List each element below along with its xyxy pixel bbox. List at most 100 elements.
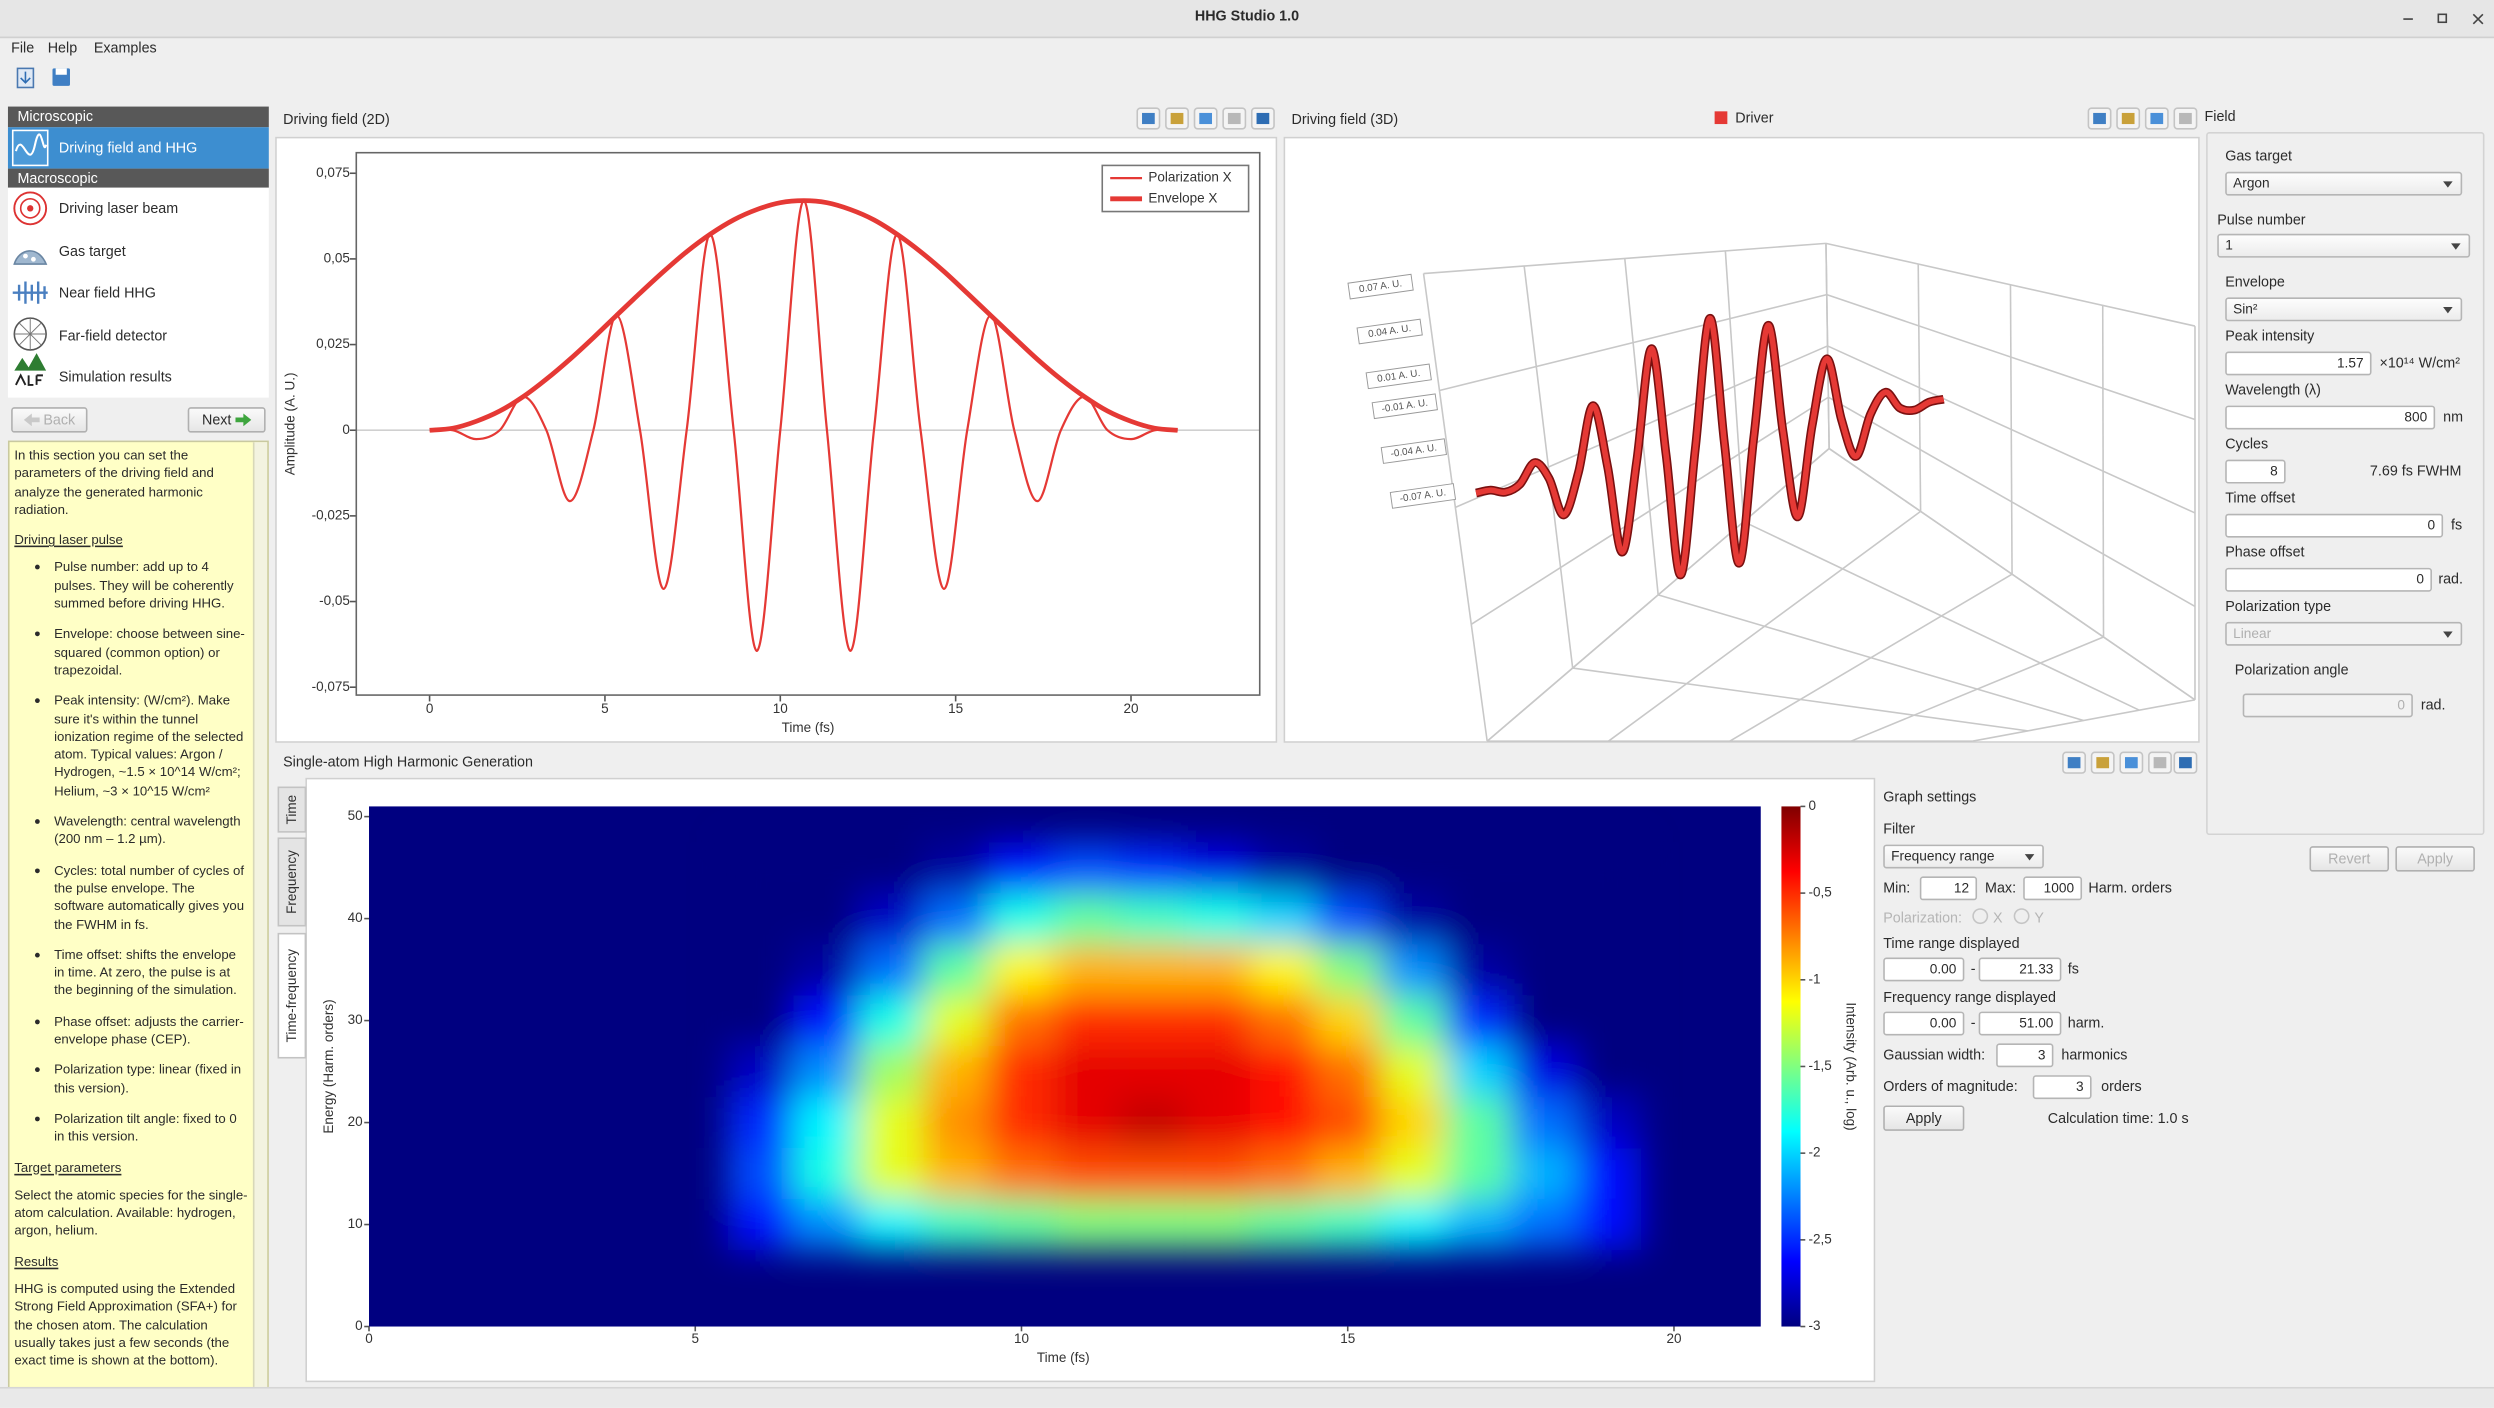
help-paragraph: HHG is computed using the Extended Stron… — [14, 1280, 237, 1369]
y-tick-label: -0,025 — [312, 507, 350, 522]
input[interactable]: 800 — [2225, 405, 2436, 430]
tool-icon — [1199, 112, 1213, 125]
tab-selected[interactable] — [277, 932, 307, 1059]
heatmap-cell — [793, 944, 859, 996]
y-tick-label: 0,05 — [324, 250, 350, 265]
heatmap-cell — [1315, 1148, 1381, 1200]
heatmap-cell — [923, 944, 989, 996]
input[interactable]: 3 — [2032, 1075, 2092, 1100]
radio-label: Y — [2034, 909, 2044, 926]
help-bullet: Time offset: shifts the envelope in time… — [54, 946, 248, 1000]
input[interactable]: 0 — [2225, 567, 2432, 592]
tool-icon — [2150, 112, 2164, 125]
apply-button[interactable]: Apply — [1883, 1105, 1965, 1131]
label: - — [1970, 960, 1976, 977]
x-tick-label: 10 — [773, 701, 788, 716]
nav-item[interactable]: Driving laser beam — [58, 200, 179, 217]
legend-label: Polarization X — [1148, 170, 1231, 185]
tool-icon — [2179, 757, 2192, 769]
nav-item-selected[interactable]: Driving field and HHG — [7, 127, 269, 169]
status-bar — [0, 1386, 2494, 1408]
menu-item[interactable]: Help — [47, 39, 78, 56]
label: Max: — [1985, 879, 2017, 896]
heatmap-cell — [1510, 944, 1577, 996]
combo[interactable]: Sin² — [2225, 297, 2463, 322]
menu-item[interactable]: Examples — [93, 39, 157, 56]
label: Peak intensity — [2225, 327, 2315, 344]
heatmap-cell — [1249, 893, 1316, 945]
input[interactable]: 1000 — [2023, 876, 2083, 901]
tick-box-3d — [1365, 363, 1432, 390]
heatmap-cell — [1119, 893, 1185, 945]
nav-item[interactable]: Gas target — [58, 243, 126, 260]
y-tick-label: 0,075 — [316, 165, 350, 180]
label: Polarization type — [2225, 598, 2332, 614]
next-button[interactable]: Next — [187, 407, 266, 433]
combo[interactable]: Argon — [2225, 171, 2463, 196]
curve-3d — [1475, 315, 1945, 578]
toolbar[interactable] — [13, 64, 77, 93]
heatmap-cell — [727, 1199, 794, 1251]
line-series — [429, 199, 1178, 652]
label: Harm. orders — [2088, 879, 2172, 896]
revert-button[interactable]: Revert — [2309, 846, 2390, 872]
nav-item[interactable]: Far-field detector — [58, 327, 168, 344]
tab[interactable] — [277, 786, 307, 833]
label: Phase offset — [2225, 543, 2305, 560]
heatmap-cell — [1510, 1046, 1577, 1098]
section-header: Microscopic — [7, 106, 269, 128]
heatmap-cell — [1576, 944, 1642, 996]
input[interactable]: 8 — [2225, 459, 2286, 484]
heatmap-cell — [1054, 1199, 1120, 1251]
label: fs — [2067, 960, 2079, 977]
tab[interactable] — [277, 837, 307, 927]
heatmap-cell — [1119, 1097, 1185, 1149]
menu-item[interactable]: File — [11, 39, 35, 56]
input[interactable]: 12 — [1919, 876, 1978, 901]
help-bullet: Polarization type: linear (fixed in this… — [54, 1061, 248, 1097]
scrollbar[interactable] — [252, 442, 268, 1387]
apply-button[interactable]: Apply — [2395, 846, 2475, 872]
heatmap-cell — [988, 893, 1055, 945]
input[interactable]: 1.57 — [2225, 351, 2372, 376]
nav-item[interactable]: Simulation results — [58, 369, 172, 385]
input[interactable]: 0 — [2225, 513, 2444, 538]
heatmap-cell — [727, 1097, 794, 1149]
combo[interactable]: 1 — [2217, 233, 2471, 258]
tool-icon — [2121, 112, 2135, 125]
radio[interactable] — [2013, 908, 2030, 925]
panel-header: Driving field (2D) — [283, 111, 390, 128]
input[interactable]: 3 — [1996, 1043, 2054, 1068]
label: harmonics — [2061, 1046, 2128, 1063]
input[interactable]: 51.00 — [1978, 1011, 2062, 1036]
colorbar-tick-label: -2,5 — [1808, 1231, 1831, 1246]
nav-item[interactable]: Near field HHG — [58, 284, 156, 301]
x-tick-label: 5 — [691, 1331, 699, 1346]
input[interactable]: 21.33 — [1978, 957, 2062, 982]
y-tick-label: -0,05 — [319, 593, 350, 608]
back-button[interactable]: Back — [11, 407, 88, 433]
input[interactable]: 0.00 — [1883, 957, 1965, 982]
colorbar — [1781, 806, 1801, 1327]
heatmap-cell — [1249, 995, 1316, 1047]
heatmap-cell — [1249, 1046, 1316, 1098]
heatmap-cell — [1576, 1097, 1642, 1149]
heatmap-cell — [858, 1097, 924, 1149]
grid-3d — [1657, 594, 2084, 722]
tool-icon — [2067, 757, 2081, 769]
colorbar-tick-label: -1,5 — [1808, 1058, 1831, 1073]
heatmap-cell — [1380, 893, 1446, 945]
window-controls[interactable] — [2394, 6, 2489, 31]
heatmap-cell — [1054, 1097, 1120, 1149]
input[interactable]: 0.00 — [1883, 1011, 1965, 1036]
heatmap-cell — [1184, 1148, 1250, 1200]
x-tick-label: 20 — [1123, 701, 1138, 716]
radio[interactable] — [1972, 908, 1989, 925]
label: Orders of magnitude: — [1883, 1078, 2018, 1095]
heatmap-cell — [1184, 842, 1250, 894]
combo[interactable]: Frequency range — [1883, 844, 2044, 869]
label: Wavelength (λ) — [2225, 381, 2321, 398]
next-label: Next — [201, 411, 232, 428]
